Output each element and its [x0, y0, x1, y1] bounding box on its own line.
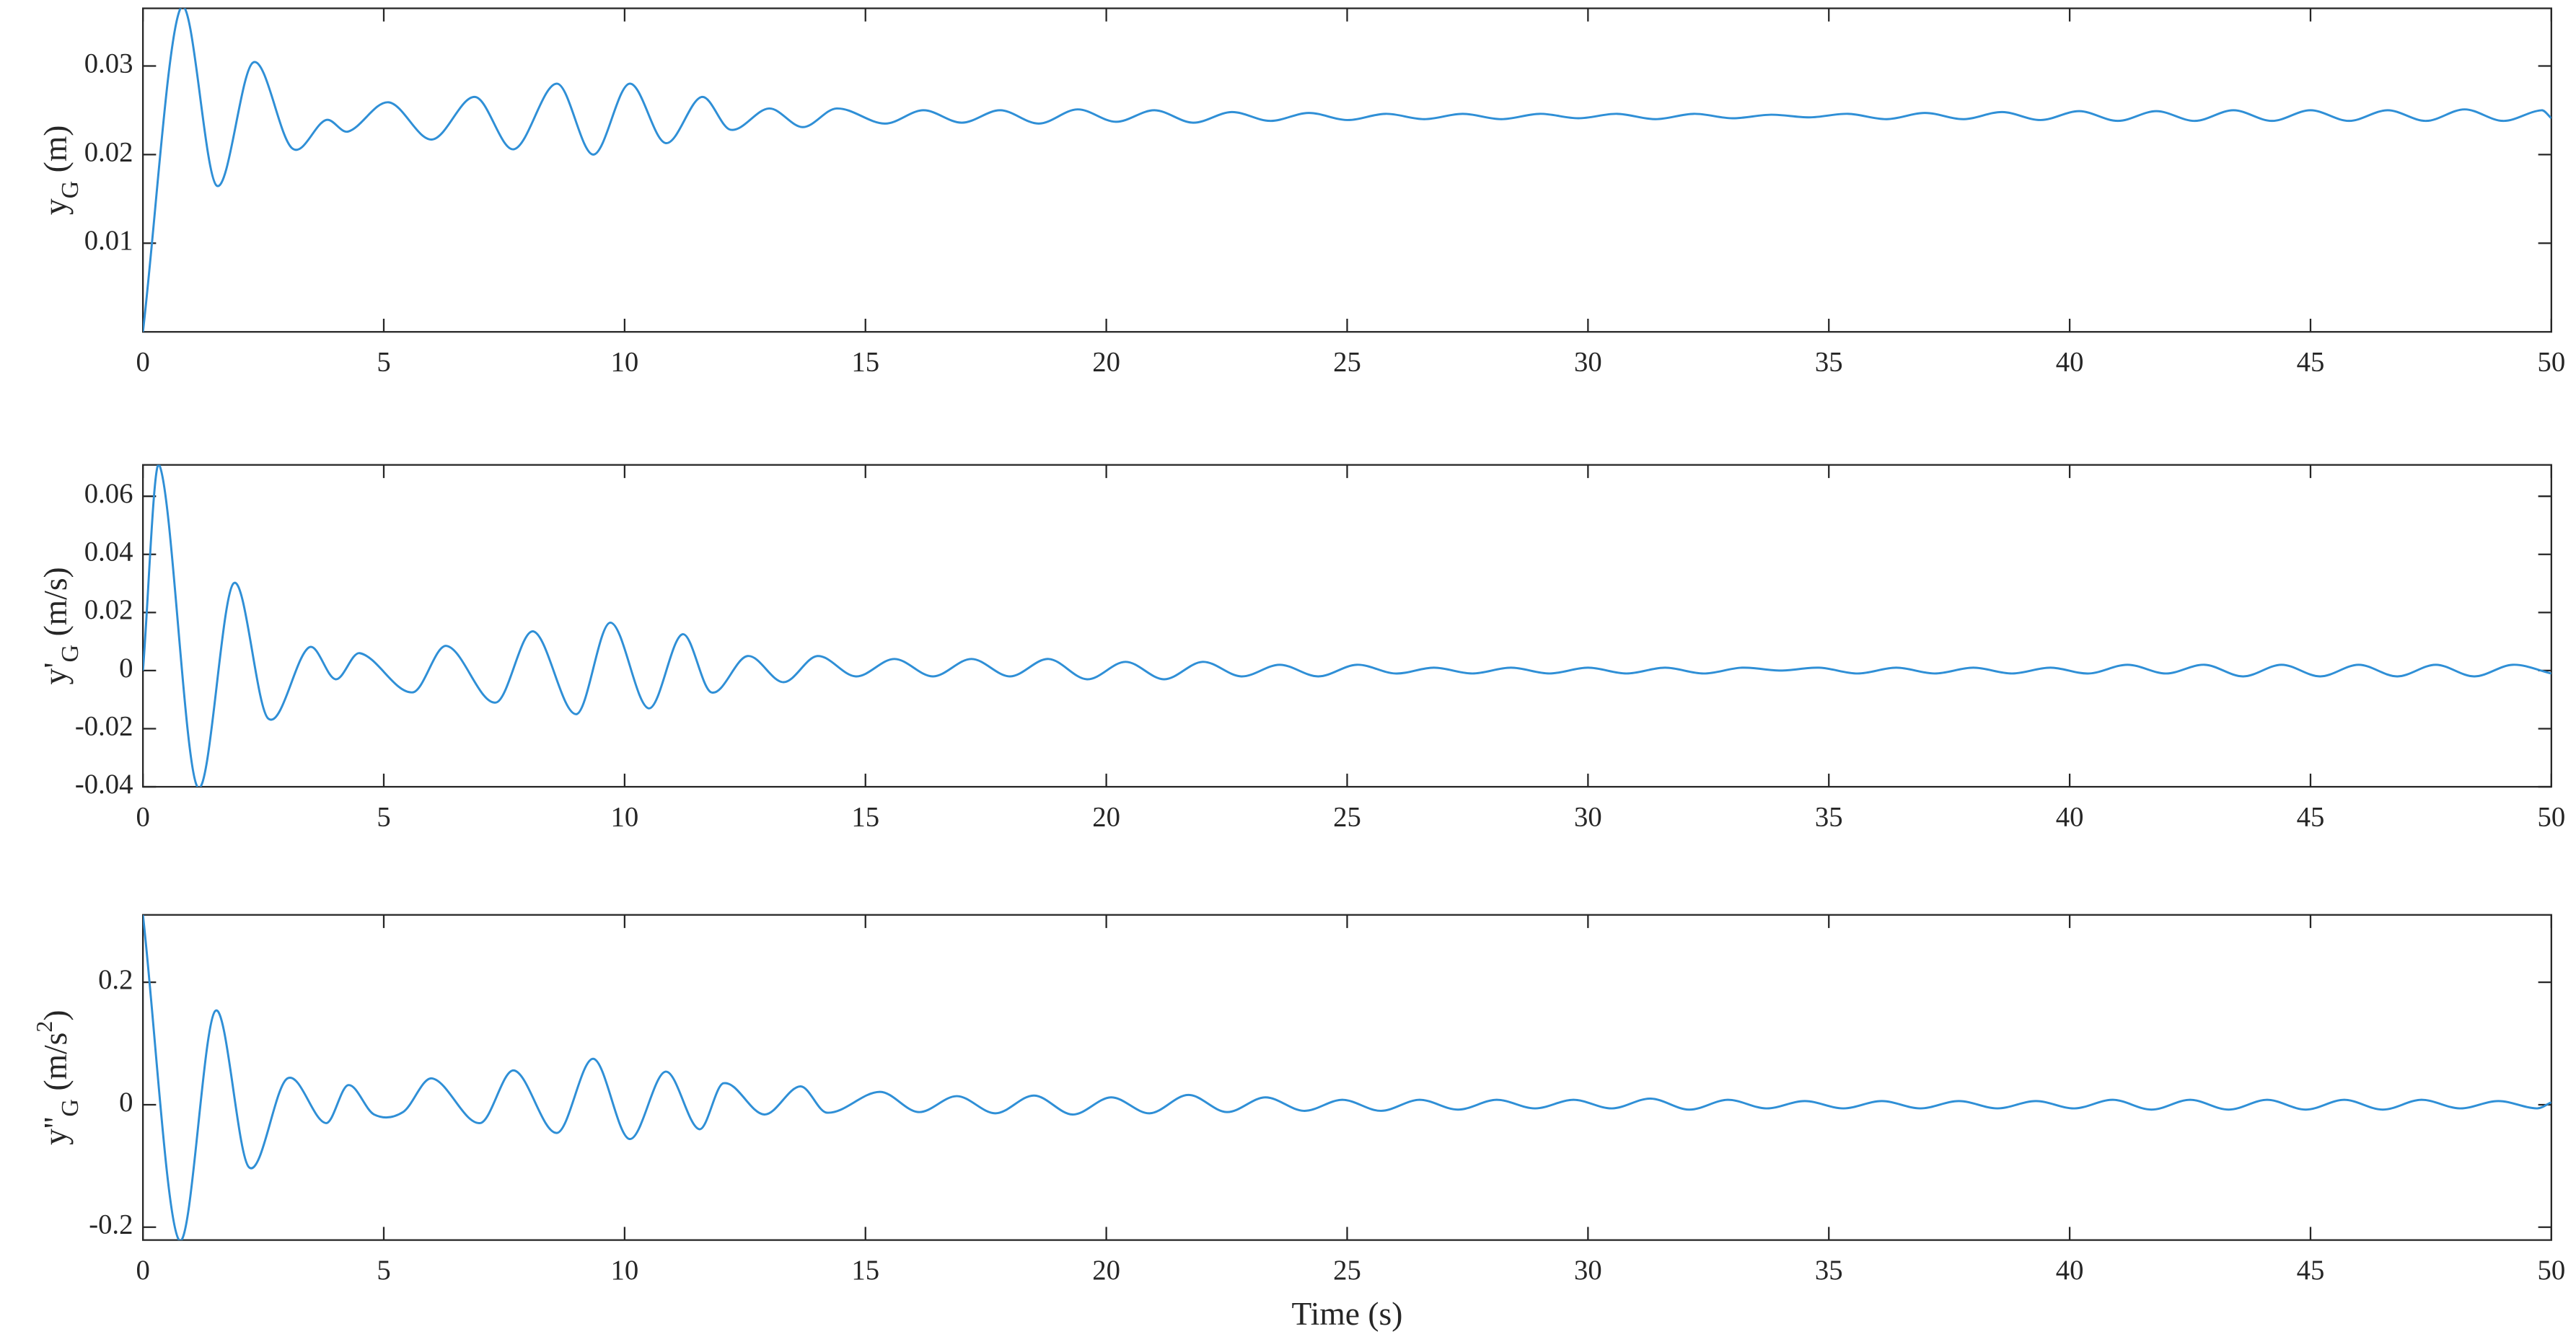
x-tick-label: 45: [2297, 348, 2325, 378]
plot-area: [141, 914, 2552, 1241]
x-tick-label: 25: [1333, 802, 1361, 832]
x-tick-label: 30: [1574, 1255, 1602, 1286]
y-tick-label: 0: [119, 1087, 133, 1118]
y-tick-label: 0.03: [84, 48, 133, 79]
y-axis-label-part: 2: [32, 1021, 57, 1033]
data-line: [143, 8, 2551, 332]
x-axis-label: Time (s): [1292, 1295, 1403, 1332]
y-axis-label-part: G: [57, 181, 84, 199]
y-axis-label-part: y': [37, 662, 74, 684]
x-tick-label: 40: [2056, 802, 2084, 832]
x-tick-label: 10: [611, 802, 639, 832]
y-axis-label-part: (m/s): [37, 567, 74, 645]
x-tick-label: 0: [136, 1255, 149, 1286]
y-axis-label-part: ): [37, 1010, 74, 1021]
y-axis-label-part: y'': [37, 1117, 74, 1145]
y-tick-label: 0.02: [84, 595, 133, 625]
y-axis-label: yG (m): [37, 125, 84, 216]
y-tick-label: 0.04: [84, 537, 133, 568]
y-tick-label: 0.02: [84, 137, 133, 167]
subplot: 0 5 10 15 20 25 30 35 40 45 50 0.01 0.02 0.03 yG (m): [37, 7, 2565, 378]
x-tick-label: 5: [377, 348, 390, 378]
x-tick-label: 40: [2056, 1255, 2084, 1286]
y-tick-label: 0.06: [84, 479, 133, 509]
x-tick-label: 25: [1333, 1255, 1361, 1286]
x-tick-label: 40: [2056, 348, 2084, 378]
x-tick-label: 35: [1815, 1255, 1843, 1286]
x-tick-label: 20: [1092, 1255, 1120, 1286]
subplot: 0 5 10 15 20 25 30 35 40 45 50 -0.04 -0.02 0 0.02 0.04 0…: [37, 464, 2565, 832]
x-tick-label: 10: [611, 1255, 639, 1286]
x-tick-label: 45: [2297, 1255, 2325, 1286]
y-axis-label-part: G: [57, 645, 84, 663]
plot-area: [141, 464, 2552, 788]
x-tick-label: 15: [851, 1255, 879, 1286]
x-tick-label: 20: [1092, 802, 1120, 832]
plot-area: [141, 7, 2552, 333]
x-tick-label: 25: [1333, 348, 1361, 378]
y-tick-label: 0.01: [84, 226, 133, 256]
x-tick-label: 20: [1092, 348, 1120, 378]
y-axis-label: y'G (m/s): [37, 567, 84, 684]
x-tick-label: 50: [2537, 1255, 2565, 1286]
data-line: [143, 464, 2551, 787]
x-tick-label: 35: [1815, 348, 1843, 378]
y-tick-label: 0: [119, 653, 133, 684]
y-axis-label-part: G: [57, 1099, 84, 1117]
x-tick-label: 30: [1574, 802, 1602, 832]
x-tick-label: 45: [2297, 802, 2325, 832]
y-axis-label-part: (m/s: [37, 1033, 74, 1099]
x-tick-label: 0: [136, 802, 149, 832]
x-tick-label: 15: [851, 802, 879, 832]
x-tick-label: 15: [851, 348, 879, 378]
x-tick-label: 35: [1815, 802, 1843, 832]
x-tick-label: 5: [377, 802, 390, 832]
y-tick-label: -0.02: [75, 711, 133, 741]
x-tick-label: 50: [2537, 348, 2565, 378]
y-tick-label: 0.2: [98, 965, 133, 995]
y-axis-label-part: y: [37, 198, 74, 215]
x-tick-label: 30: [1574, 348, 1602, 378]
data-line: [143, 914, 2551, 1240]
x-tick-label: 0: [136, 348, 149, 378]
x-tick-label: 50: [2537, 802, 2565, 832]
y-axis-label: y''G (m/s2): [32, 1010, 84, 1145]
subplot: 0 5 10 15 20 25 30 35 40 45 50-0.200.2y''G (m/s2)T…: [32, 914, 2565, 1332]
y-axis-label-part: (m): [37, 125, 74, 181]
x-tick-label: 10: [611, 348, 639, 378]
x-tick-label: 5: [377, 1255, 390, 1286]
y-tick-label: -0.04: [75, 769, 133, 800]
y-tick-label: -0.2: [89, 1210, 133, 1240]
